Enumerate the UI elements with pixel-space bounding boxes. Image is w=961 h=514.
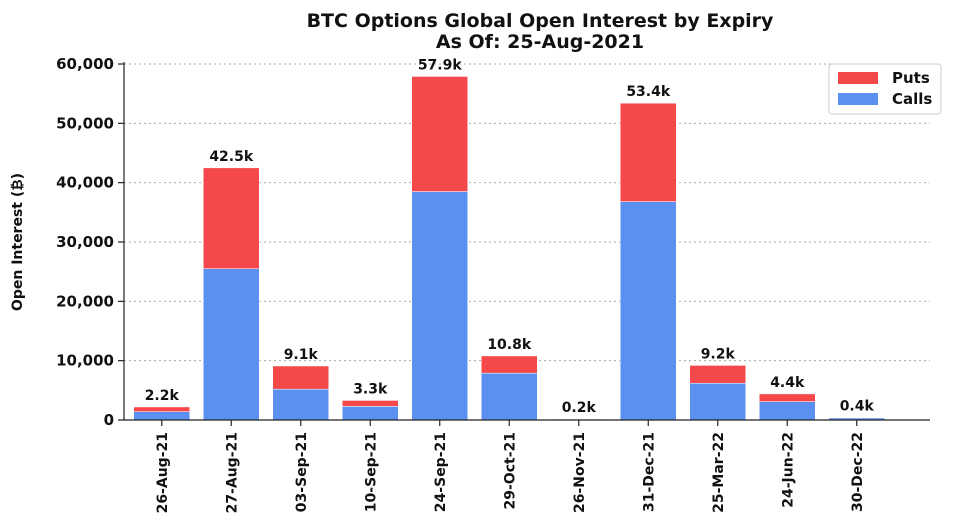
y-tick-label: 20,000 <box>56 292 114 310</box>
data-label-total: 53.4k <box>626 84 671 100</box>
data-label-total: 57.9k <box>418 57 463 73</box>
chart-title: BTC Options Global Open Interest by Expi… <box>307 10 774 32</box>
bar-calls-24-Sep-21 <box>411 191 468 421</box>
legend-swatch-calls <box>838 93 878 105</box>
data-label-total: 3.3k <box>353 381 388 397</box>
data-label-total: 10.8k <box>487 337 532 353</box>
bar-puts-26-Aug-21 <box>133 406 190 412</box>
x-tick-label: 26-Nov-21 <box>572 432 588 513</box>
y-tick-label: 10,000 <box>56 352 114 370</box>
legend: Puts Calls <box>828 63 942 115</box>
x-tick-label: 03-Sep-21 <box>294 432 310 512</box>
bar-puts-03-Sep-21 <box>272 365 329 390</box>
bar-puts-24-Sep-21 <box>411 76 468 192</box>
bar-puts-27-Aug-21 <box>203 167 260 269</box>
y-tick-label: 50,000 <box>56 114 114 132</box>
x-tick-label: 30-Dec-22 <box>850 432 866 512</box>
x-tick-label: 25-Mar-22 <box>711 432 727 513</box>
x-tick-label: 24-Jun-22 <box>780 432 796 508</box>
y-tick-label: 40,000 <box>56 174 114 192</box>
bar-calls-29-Oct-21 <box>481 372 538 421</box>
y-tick-label: 30,000 <box>56 233 114 251</box>
data-label-total: 0.2k <box>562 400 597 416</box>
x-tick-label: 29-Oct-21 <box>502 432 518 509</box>
data-label-total: 9.1k <box>284 347 319 363</box>
data-label-total: 9.2k <box>701 346 736 362</box>
data-labels: 2.2k 42.5k 9.1k 3.3k 57.9k 10.8k 0.2k 53.4k 9.2k… <box>145 57 875 415</box>
y-tick-label: 60,000 <box>56 55 114 73</box>
x-tick-label: 26-Aug-21 <box>155 432 171 513</box>
bar-calls-26-Aug-21 <box>133 411 190 421</box>
x-tick-label: 10-Sep-21 <box>363 432 379 512</box>
x-tick-label: 31-Dec-21 <box>641 432 657 512</box>
bar-calls-24-Jun-22 <box>759 401 816 421</box>
bar-puts-25-Mar-22 <box>689 365 746 384</box>
bar-calls-31-Dec-21 <box>620 201 677 421</box>
x-tick-label: 24-Sep-21 <box>433 432 449 512</box>
bar-puts-24-Jun-22 <box>759 393 816 402</box>
bar-puts-29-Oct-21 <box>481 355 538 374</box>
bar-calls-25-Mar-22 <box>689 382 746 421</box>
legend-swatch-puts <box>838 72 878 84</box>
data-label-total: 0.4k <box>840 399 875 415</box>
bar-puts-10-Sep-21 <box>342 400 399 407</box>
bars <box>133 76 885 421</box>
data-label-total: 4.4k <box>770 375 805 391</box>
x-tick-label: 27-Aug-21 <box>224 432 240 513</box>
data-label-total: 2.2k <box>145 388 180 404</box>
data-label-total: 42.5k <box>209 149 254 165</box>
legend-label-calls: Calls <box>892 90 932 108</box>
y-tick-label: 0 <box>104 411 114 429</box>
legend-label-puts: Puts <box>892 69 930 87</box>
bar-calls-10-Sep-21 <box>342 406 399 421</box>
y-axis-ticks: 0 10,000 20,000 30,000 40,000 50,000 60,000 <box>56 55 124 429</box>
x-axis-ticks: 26-Aug-21 27-Aug-21 03-Sep-21 10-Sep-21 24-S… <box>155 420 866 513</box>
y-axis-label: Open Interest (₿) <box>10 173 26 311</box>
chart-subtitle: As Of: 25-Aug-2021 <box>436 31 644 53</box>
bar-calls-27-Aug-21 <box>203 268 260 421</box>
bar-puts-31-Dec-21 <box>620 102 677 202</box>
bar-calls-03-Sep-21 <box>272 388 329 421</box>
gridlines <box>124 63 930 362</box>
